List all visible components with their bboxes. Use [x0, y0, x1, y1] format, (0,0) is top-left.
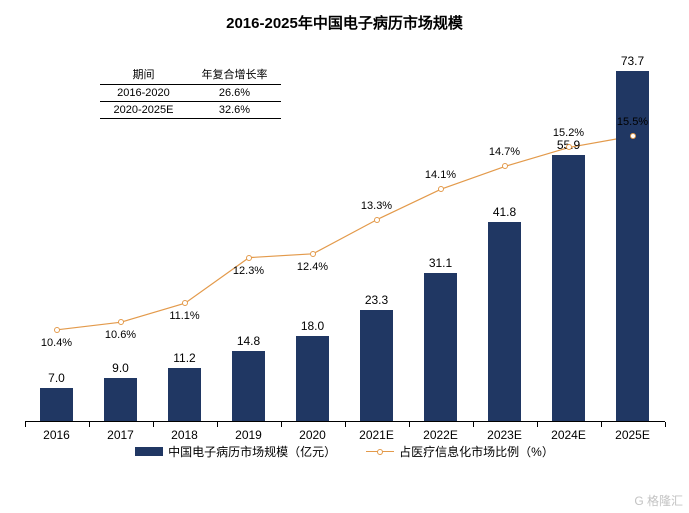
cagr-row1-rate: 26.6% — [187, 85, 281, 102]
line-marker — [246, 255, 252, 261]
bar — [40, 388, 73, 421]
legend: 中国电子病历市场规模（亿元） 占医疗信息化市场比例（%） — [25, 443, 665, 460]
bar — [424, 273, 457, 421]
x-axis-label: 2022E — [423, 428, 458, 442]
line-marker — [374, 217, 380, 223]
line-marker — [502, 163, 508, 169]
line-marker — [182, 300, 188, 306]
bar — [488, 222, 521, 421]
line-value-label: 14.1% — [425, 169, 456, 181]
legend-swatch-line — [366, 451, 394, 452]
bar-value-label: 41.8 — [493, 205, 516, 219]
line-marker — [630, 133, 636, 139]
bar — [296, 336, 329, 422]
x-axis-label: 2019 — [235, 428, 262, 442]
bar-value-label: 11.2 — [173, 351, 195, 365]
line-value-label: 11.1% — [169, 310, 199, 322]
x-axis-label: 2021E — [359, 428, 394, 442]
line-marker — [54, 327, 60, 333]
legend-label-line: 占医疗信息化市场比例（%） — [399, 443, 554, 460]
legend-item-bar: 中国电子病历市场规模（亿元） — [135, 443, 336, 460]
chart-container: 2016-2025年中国电子病历市场规模 期间 年复合增长率 2016-2020… — [0, 0, 689, 513]
bar-value-label: 31.1 — [429, 256, 452, 270]
bar-value-label: 9.0 — [112, 361, 129, 375]
bar-value-label: 23.3 — [365, 293, 388, 307]
x-axis-label: 2020 — [299, 428, 326, 442]
cagr-header-rate: 年复合增长率 — [187, 64, 281, 85]
bar — [104, 378, 137, 421]
watermark: G 格隆汇 — [634, 492, 683, 509]
bar-value-label: 73.7 — [621, 54, 644, 68]
x-axis: 2016 2017 2018 2019 2020 2021E 2022E 2023E 2024E… — [25, 421, 665, 443]
legend-label-bar: 中国电子病历市场规模（亿元） — [168, 443, 336, 460]
bar — [232, 351, 265, 421]
line-value-label: 12.4% — [297, 261, 328, 273]
x-axis-label: 2016 — [43, 428, 70, 442]
bar-value-label: 7.0 — [48, 371, 65, 385]
chart-title: 2016-2025年中国电子病历市场规模 — [20, 12, 669, 33]
line-marker — [566, 144, 572, 150]
x-axis-label: 2017 — [107, 428, 134, 442]
bar — [168, 368, 201, 421]
line-value-label: 15.5% — [617, 116, 648, 128]
bar-value-label: 18.0 — [301, 319, 324, 333]
line-value-label: 12.3% — [233, 265, 264, 277]
x-axis-label: 2024E — [551, 428, 586, 442]
bar — [552, 155, 585, 421]
line-value-label: 13.3% — [361, 200, 392, 212]
cagr-row2-period: 2020-2025E — [100, 102, 188, 119]
bar — [360, 310, 393, 421]
legend-swatch-bar — [135, 447, 163, 456]
cagr-table: 期间 年复合增长率 2016-2020 26.6% 2020-2025E 32.… — [100, 64, 282, 119]
line-marker — [118, 319, 124, 325]
bar-value-label: 14.8 — [237, 334, 260, 348]
line-value-label: 14.7% — [489, 146, 520, 158]
x-axis-label: 2023E — [487, 428, 522, 442]
line-marker — [438, 186, 444, 192]
cagr-header-period: 期间 — [100, 64, 188, 85]
line-marker — [310, 251, 316, 257]
plot-area: 期间 年复合增长率 2016-2020 26.6% 2020-2025E 32.… — [25, 41, 665, 421]
cagr-row1-period: 2016-2020 — [100, 85, 188, 102]
line-value-label: 10.4% — [41, 337, 72, 349]
line-value-label: 10.6% — [105, 329, 136, 341]
line-value-label: 15.2% — [553, 127, 584, 139]
cagr-row2-rate: 32.6% — [187, 102, 281, 119]
x-axis-label: 2025E — [615, 428, 650, 442]
x-axis-label: 2018 — [171, 428, 198, 442]
legend-item-line: 占医疗信息化市场比例（%） — [366, 443, 554, 460]
